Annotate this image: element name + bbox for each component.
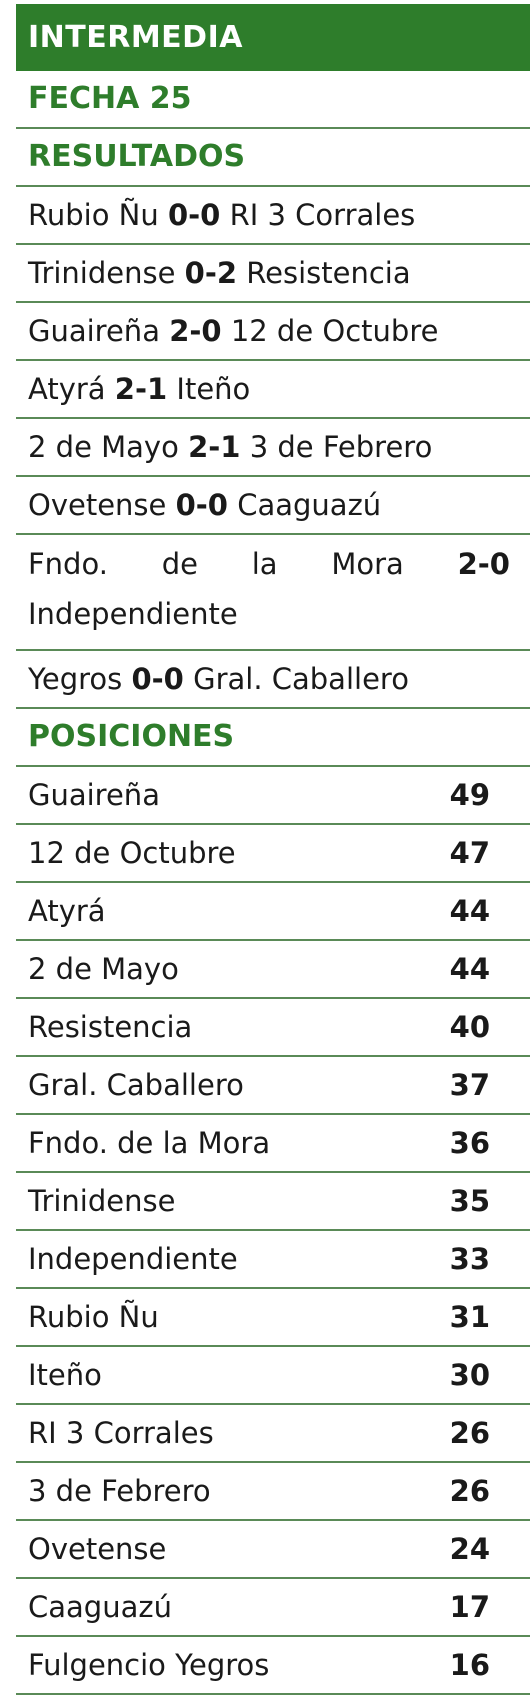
match-score: 2-1 (114, 372, 168, 406)
team-points: 36 (449, 1126, 490, 1160)
team-name: RI 3 Corrales (28, 1416, 214, 1450)
standings-row: Gral. Caballero 37 (16, 1057, 530, 1115)
team-points: 33 (449, 1242, 490, 1276)
round-label: FECHA 25 (16, 71, 530, 129)
team-points: 37 (449, 1068, 490, 1102)
team-points: 16 (449, 1648, 490, 1682)
team-name: Trinidense (28, 1184, 176, 1218)
home-team: Ovetense (28, 488, 167, 522)
team-points: 40 (449, 1010, 490, 1044)
home-team: Rubio Ñu (28, 198, 159, 232)
team-name: Ovetense (28, 1532, 167, 1566)
home-team: Guaireña (28, 314, 160, 348)
team-points: 17 (449, 1590, 490, 1624)
away-team: RI 3 Corrales (229, 198, 416, 232)
team-name: Fulgencio Yegros (28, 1648, 270, 1682)
standings-row: 2 de Mayo 44 (16, 941, 530, 999)
team-points: 26 (449, 1416, 490, 1450)
standings-row: Trinidense 35 (16, 1173, 530, 1231)
team-name: 3 de Febrero (28, 1474, 211, 1508)
result-line: Fndo. de la Mora 2-0 (28, 539, 530, 589)
result-row: Atyrá 2-1 Iteño (16, 361, 530, 419)
standings-row: Fndo. de la Mora 36 (16, 1115, 530, 1173)
standings-row: 12 de Octubre 47 (16, 825, 530, 883)
result-row: Ovetense 0-0 Caaguazú (16, 477, 530, 535)
away-team: 12 de Octubre (230, 314, 439, 348)
result-row: 2 de Mayo 2-1 3 de Febrero (16, 419, 530, 477)
team-name: Rubio Ñu (28, 1300, 159, 1334)
team-points: 26 (449, 1474, 490, 1508)
team-points: 47 (449, 836, 490, 870)
match-score: 0-0 (167, 198, 221, 232)
team-name: 12 de Octubre (28, 836, 236, 870)
league-title: INTERMEDIA (16, 4, 530, 71)
team-name: Atyrá (28, 894, 106, 928)
standings-page: INTERMEDIA FECHA 25 RESULTADOS Rubio Ñu … (16, 4, 530, 1695)
result-row: Trinidense 0-2 Resistencia (16, 245, 530, 303)
team-points: 24 (449, 1532, 490, 1566)
away-team: Iteño (176, 372, 251, 406)
away-team: Caaguazú (237, 488, 382, 522)
team-name: Guaireña (28, 778, 160, 812)
home-team: Atyrá (28, 372, 106, 406)
away-team: Resistencia (246, 256, 411, 290)
team-name: Iteño (28, 1358, 102, 1392)
standings-row: 3 de Febrero 26 (16, 1463, 530, 1521)
team-name: Fndo. de la Mora (28, 1126, 271, 1160)
standings-row: Rubio Ñu 31 (16, 1289, 530, 1347)
home-team: Trinidense (28, 256, 176, 290)
team-points: 44 (449, 894, 490, 928)
home-word: Mora (331, 547, 404, 581)
home-team: Yegros (28, 662, 123, 696)
team-name: Gral. Caballero (28, 1068, 244, 1102)
results-heading: RESULTADOS (16, 129, 530, 187)
team-name: Caaguazú (28, 1590, 172, 1624)
result-row: Yegros 0-0 Gral. Caballero (16, 651, 530, 709)
result-row: Guaireña 2-0 12 de Octubre (16, 303, 530, 361)
team-name: Resistencia (28, 1010, 193, 1044)
team-points: 30 (449, 1358, 490, 1392)
match-score: 2-1 (188, 430, 241, 464)
standings-heading: POSICIONES (16, 709, 530, 767)
home-word: Fndo. (28, 547, 108, 581)
match-score: 2-0 (169, 314, 222, 348)
standings-row: Resistencia 40 (16, 999, 530, 1057)
standings-row: Fulgencio Yegros 16 (16, 1637, 530, 1695)
home-word: de (161, 547, 198, 581)
standings-row: Atyrá 44 (16, 883, 530, 941)
home-word: la (251, 547, 278, 581)
team-name: 2 de Mayo (28, 952, 179, 986)
away-team: 3 de Febrero (249, 430, 433, 464)
standings-row: Ovetense 24 (16, 1521, 530, 1579)
match-score: 2-0 (457, 547, 510, 581)
away-team: Independiente (28, 597, 238, 631)
match-score: 0-2 (184, 256, 238, 290)
team-points: 31 (449, 1300, 490, 1334)
standings-row: Guaireña 49 (16, 767, 530, 825)
home-team: 2 de Mayo (28, 430, 179, 464)
team-points: 49 (449, 778, 490, 812)
standings-row: RI 3 Corrales 26 (16, 1405, 530, 1463)
result-row: Fndo. de la Mora 2-0 Independiente (16, 535, 530, 651)
standings-row: Caaguazú 17 (16, 1579, 530, 1637)
match-score: 0-0 (131, 662, 184, 696)
match-score: 0-0 (175, 488, 228, 522)
standings-row: Iteño 30 (16, 1347, 530, 1405)
result-row: Rubio Ñu 0-0 RI 3 Corrales (16, 187, 530, 245)
team-name: Independiente (28, 1242, 238, 1276)
away-team: Gral. Caballero (193, 662, 409, 696)
standings-row: Independiente 33 (16, 1231, 530, 1289)
team-points: 44 (449, 952, 490, 986)
team-points: 35 (449, 1184, 490, 1218)
